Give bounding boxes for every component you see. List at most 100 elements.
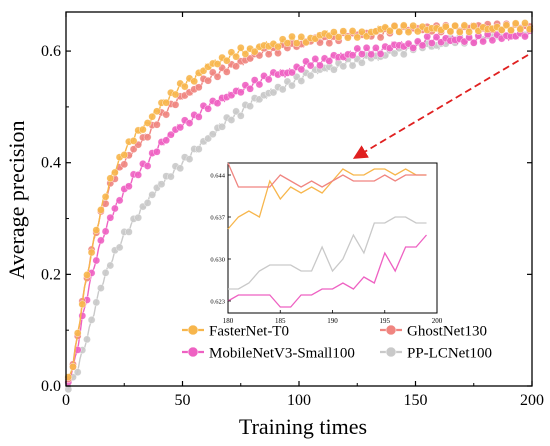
legend-label: GhostNet130 xyxy=(407,324,487,340)
data-point xyxy=(194,145,203,153)
y-tick-label: 0.0 xyxy=(41,378,61,395)
data-point xyxy=(162,110,170,119)
data-point xyxy=(516,25,525,34)
main-axes: 0 50 100 150 200 0.0 0.2 0.4 0.6 xyxy=(41,11,544,409)
data-point xyxy=(269,88,278,97)
y-tick-label: 0.4 xyxy=(41,155,61,172)
data-point xyxy=(129,137,138,145)
data-point xyxy=(306,61,315,70)
data-point xyxy=(469,22,478,30)
data-point xyxy=(236,112,245,120)
data-point xyxy=(171,101,180,109)
data-point xyxy=(367,50,376,59)
data-point xyxy=(325,57,334,65)
data-point xyxy=(488,36,497,45)
data-point xyxy=(176,123,184,132)
inset-x-tick-label: 190 xyxy=(327,317,338,325)
legend-swatch-marker xyxy=(187,324,199,336)
inset-series-fasternet-t0 xyxy=(227,168,427,230)
data-point xyxy=(521,32,529,41)
inset-x-tick-label: 180 xyxy=(223,317,234,325)
series-mobilenetv3-small100 xyxy=(64,26,534,387)
legend-item-pp-lcnet100: PP-LCNet100 xyxy=(380,346,492,362)
data-point xyxy=(376,50,385,58)
data-point xyxy=(358,50,366,58)
data-point xyxy=(399,21,408,30)
data-point xyxy=(204,134,212,143)
data-point xyxy=(157,180,166,188)
data-point xyxy=(451,21,459,30)
data-point xyxy=(306,71,315,80)
data-point xyxy=(264,75,273,84)
data-point xyxy=(148,112,156,121)
data-point xyxy=(399,50,408,59)
data-point xyxy=(264,50,273,59)
data-point xyxy=(97,206,105,214)
data-point xyxy=(255,80,264,89)
data-point xyxy=(344,33,352,42)
inset-y-tick-label: 0.644 xyxy=(210,173,225,180)
data-point xyxy=(339,62,348,71)
data-point xyxy=(106,261,115,270)
x-axis-label: Training times xyxy=(239,414,367,439)
data-point xyxy=(521,19,529,27)
data-point xyxy=(111,204,119,213)
data-point xyxy=(297,65,306,74)
data-point xyxy=(232,52,240,61)
data-point xyxy=(204,105,212,113)
data-point xyxy=(334,33,343,41)
data-point xyxy=(101,192,110,201)
data-point xyxy=(143,199,152,207)
data-point xyxy=(353,44,362,53)
data-point xyxy=(143,162,152,170)
data-point xyxy=(455,28,464,36)
data-point xyxy=(83,335,91,344)
y-axis-label: Average precision xyxy=(4,120,29,279)
data-point xyxy=(218,123,226,131)
data-point xyxy=(153,120,161,129)
data-point xyxy=(143,133,152,141)
data-point xyxy=(348,61,357,70)
data-point xyxy=(153,107,161,116)
data-point xyxy=(311,55,320,63)
data-point xyxy=(148,190,156,199)
legend-swatch-marker xyxy=(385,324,397,336)
legend-item-ghostnet130: GhostNet130 xyxy=(380,324,487,340)
data-point xyxy=(236,44,245,52)
data-point xyxy=(139,125,147,134)
data-point xyxy=(390,22,399,30)
data-point xyxy=(134,171,142,179)
inset-y-tick-label: 0.623 xyxy=(210,299,225,306)
data-point xyxy=(409,21,418,30)
data-point xyxy=(395,28,404,36)
data-point xyxy=(213,99,222,107)
data-point xyxy=(208,130,217,138)
data-point xyxy=(92,256,101,265)
inset-frame xyxy=(227,162,438,314)
data-point xyxy=(92,298,101,307)
inset-x-tick-label: 200 xyxy=(432,317,443,325)
data-point xyxy=(167,130,175,139)
data-point xyxy=(167,172,175,181)
data-point xyxy=(194,83,203,92)
data-point xyxy=(115,243,124,252)
data-point xyxy=(325,39,334,48)
data-point xyxy=(390,49,399,58)
data-point xyxy=(222,56,231,65)
data-point xyxy=(134,213,142,222)
data-point xyxy=(120,160,129,169)
data-point xyxy=(227,116,236,124)
data-point xyxy=(101,227,110,236)
data-point xyxy=(208,68,217,77)
data-point xyxy=(446,27,455,36)
data-point xyxy=(222,68,231,76)
data-point xyxy=(180,82,189,91)
data-point xyxy=(227,48,236,57)
data-point xyxy=(465,28,473,36)
data-point xyxy=(274,42,282,51)
data-point xyxy=(73,368,82,377)
data-point xyxy=(185,119,194,127)
data-point xyxy=(162,136,170,145)
inset-x-tick-label: 185 xyxy=(275,317,286,325)
legend-label: MobileNetV3-Small100 xyxy=(209,346,355,362)
